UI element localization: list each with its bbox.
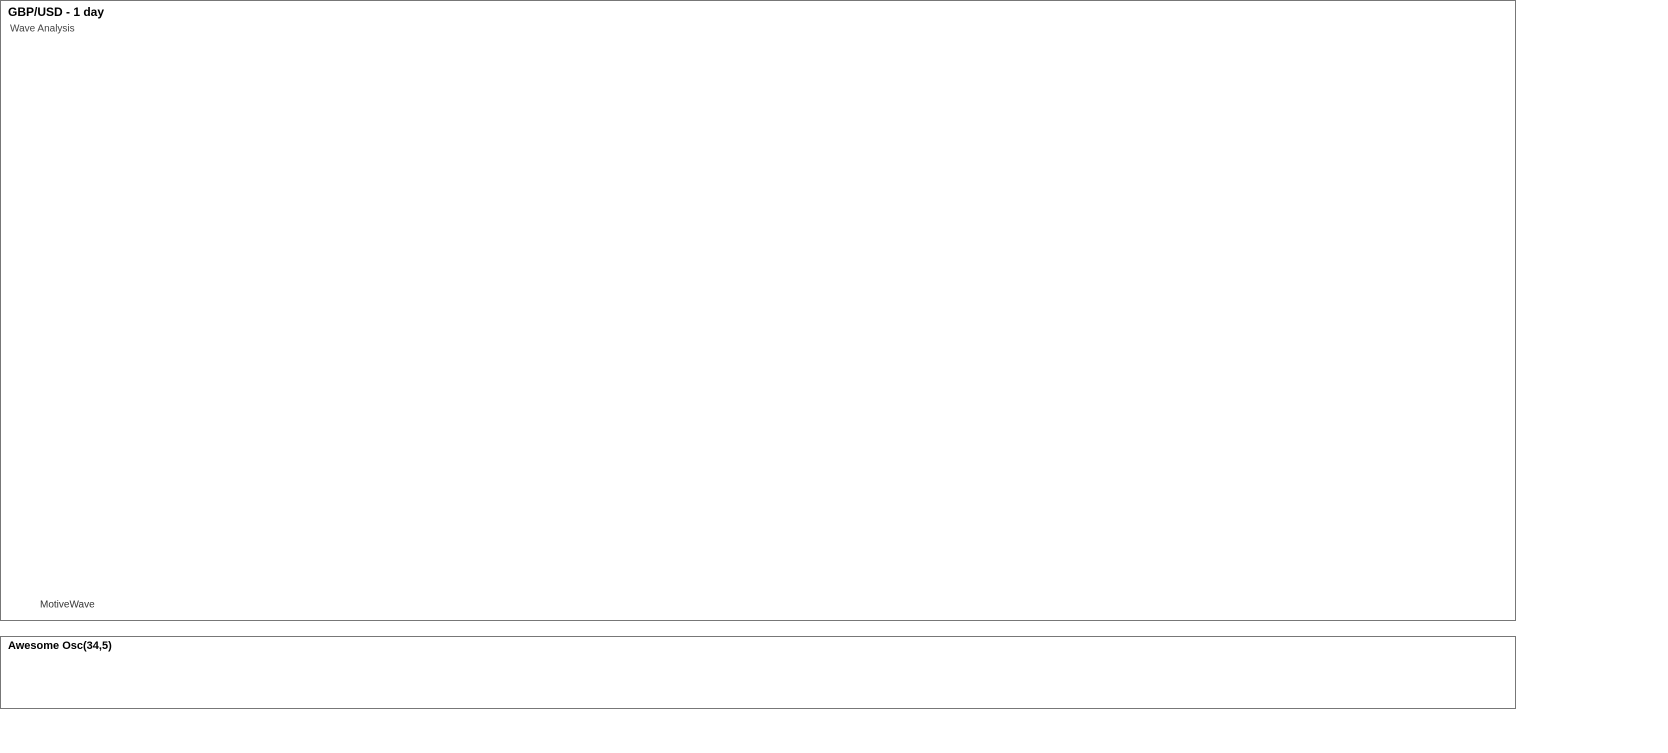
chart-subtitle: Wave Analysis <box>10 24 75 35</box>
osc-title: Awesome Osc(34,5) <box>8 640 112 652</box>
osc-panel-border <box>0 636 1516 709</box>
watermark: MotiveWave <box>40 600 95 611</box>
main-panel-border <box>0 0 1516 621</box>
chart-title: GBP/USD - 1 day <box>8 5 104 19</box>
